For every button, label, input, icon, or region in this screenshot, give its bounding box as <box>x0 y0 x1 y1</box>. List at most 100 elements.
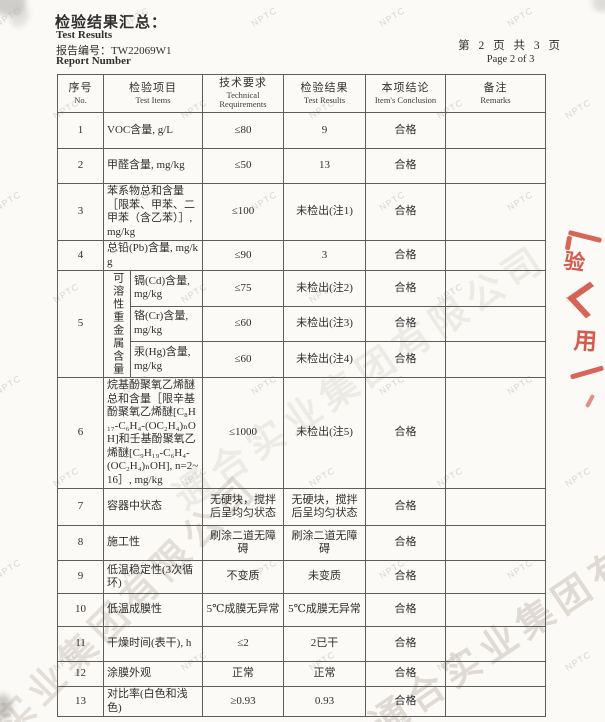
row-number: 13 <box>57 686 104 717</box>
item-conclusion: 合格 <box>365 240 446 271</box>
table-row: 11 干燥时间(表干), h ≤2 2已干 合格 <box>57 626 546 662</box>
seal-stroke <box>567 229 603 244</box>
header-remarks: 备注 Remarks <box>445 74 546 113</box>
remark <box>445 626 546 662</box>
table-row: 4 总铅(Pb)含量, mg/kg ≤90 3 合格 <box>57 240 546 271</box>
row-number: 12 <box>57 661 104 687</box>
test-result: 正常 <box>283 661 366 687</box>
table-row: 8 施工性 刷涂二道无障碍 刷涂二道无障碍 合格 <box>57 525 546 561</box>
watermark-nptc: NPTC <box>0 557 23 581</box>
remark <box>445 661 546 687</box>
technical-requirement: ≤100 <box>202 183 284 241</box>
watermark-nptc: NPTC <box>0 189 23 213</box>
header-test-results: 检验结果 Test Results <box>283 74 366 113</box>
test-result: 未检出(注2) <box>283 270 366 307</box>
header-no: 序号 No. <box>57 74 104 113</box>
technical-requirement: 无硬块，搅拌后呈均匀状态 <box>202 488 284 526</box>
technical-requirement: ≤80 <box>202 112 284 149</box>
header-technical-requirements: 技术要求 Technical Requirements <box>202 74 284 113</box>
test-result: 9 <box>283 112 366 149</box>
technical-requirement: ≤1000 <box>202 377 284 489</box>
watermark-nptc: NPTC <box>0 373 23 397</box>
test-item: 总铅(Pb)含量, mg/kg <box>103 240 203 271</box>
report-number-value: TW22069W1 <box>111 45 172 57</box>
report-number-label-zh: 报告编号： <box>56 45 111 57</box>
test-item: 苯系物总和含量［限苯、甲苯、二甲苯（含乙苯）］, mg/kg <box>103 183 203 241</box>
item-conclusion: 合格 <box>365 560 446 594</box>
seal-stroke <box>569 365 605 380</box>
seal-stroke <box>566 281 605 319</box>
table-row: 1 VOC含量, g/L ≤80 9 合格 <box>57 112 546 149</box>
seal-char-top: 验 <box>562 248 587 276</box>
remark <box>445 341 546 378</box>
item-conclusion: 合格 <box>365 270 446 307</box>
table-row: 5 可溶性重金属含量 镉(Cd)含量, mg/kg ≤75 未检出(注2) 合格 <box>57 270 546 378</box>
page-number: 第 2 页 共 3 页 Page 2 of 3 <box>458 40 563 66</box>
seal-char-bottom: 用 <box>572 328 598 355</box>
scan-smudge <box>0 0 26 16</box>
technical-requirement: ≤2 <box>202 626 284 662</box>
test-item: 涂膜外观 <box>103 661 203 687</box>
scan-smudge <box>592 0 605 12</box>
test-item: 低温成膜性 <box>103 593 203 627</box>
technical-requirement: 刷涂二道无障碍 <box>202 525 284 561</box>
watermark-nptc: NPTC <box>505 5 535 29</box>
report-number-line: 报告编号：TW22069W1 <box>56 42 171 58</box>
item-conclusion: 合格 <box>365 183 446 241</box>
remark <box>445 305 546 343</box>
row-number: 11 <box>57 626 104 662</box>
item-conclusion: 合格 <box>365 112 446 149</box>
table-row: 6 烷基酚聚氧乙烯醚总和含量［限辛基酚聚氧乙烯醚[C₈H₁₇-C₆H₄-(OC₂H… <box>57 377 546 489</box>
seal-stroke <box>584 393 596 409</box>
remark <box>445 148 546 184</box>
test-item: 干燥时间(表干), h <box>103 626 203 662</box>
row-number: 1 <box>57 112 104 149</box>
remark <box>445 686 546 717</box>
remark <box>445 270 546 307</box>
header-item-conclusion: 本项结论 Item's Conclusion <box>365 74 446 113</box>
technical-requirement: ≤90 <box>202 240 284 271</box>
test-item: 甲醛含量, mg/kg <box>103 148 203 184</box>
test-result: 0.93 <box>283 686 366 717</box>
item-conclusion: 合格 <box>365 686 446 717</box>
technical-requirement: ≤75 <box>202 270 284 307</box>
test-item: 镉(Cd)含量, mg/kg <box>130 270 203 307</box>
table-row: 7 容器中状态 无硬块，搅拌后呈均匀状态 无硬块，搅拌后呈均匀状态 合格 <box>57 488 546 526</box>
remark <box>445 593 546 627</box>
test-result: 未检出(注3) <box>283 305 366 343</box>
page-title-en: Test Results <box>56 29 113 41</box>
item-conclusion: 合格 <box>365 593 446 627</box>
test-item: 汞(Hg)含量, mg/kg <box>130 341 203 378</box>
test-item: 对比率(白色和浅色) <box>103 686 203 717</box>
table-row: 汞(Hg)含量, mg/kg ≤60 未检出(注4) 合格 <box>58 341 546 378</box>
watermark-nptc: NPTC <box>563 97 593 121</box>
test-item: VOC含量, g/L <box>103 112 203 149</box>
row-number: 3 <box>57 183 104 241</box>
table-row: 2 甲醛含量, mg/kg ≤50 13 合格 <box>57 148 546 184</box>
table-row: 铬(Cr)含量, mg/kg ≤60 未检出(注3) 合格 <box>58 305 546 343</box>
table-row: 13 对比率(白色和浅色) ≥0.93 0.93 合格 <box>57 686 546 717</box>
remark <box>445 112 546 149</box>
page-number-en: Page 2 of 3 <box>486 54 535 65</box>
item-conclusion: 合格 <box>365 525 446 561</box>
test-result: 13 <box>283 148 366 184</box>
technical-requirement: ≤50 <box>202 148 284 184</box>
table-row: 10 低温成膜性 5℃成膜无异常 5℃成膜无异常 合格 <box>57 593 546 627</box>
test-item: 低温稳定性(3次循环) <box>103 560 203 594</box>
test-item: 铬(Cr)含量, mg/kg <box>130 305 203 343</box>
remark <box>445 560 546 594</box>
watermark-nptc: NPTC <box>249 5 279 29</box>
table-row: 3 苯系物总和含量［限苯、甲苯、二甲苯（含乙苯）］, mg/kg ≤100 未检出(注… <box>57 183 546 241</box>
item-conclusion: 合格 <box>365 377 446 489</box>
red-seal-fragment: 验 用 <box>558 224 605 424</box>
technical-requirement: ≤60 <box>202 305 284 343</box>
seal-stroke <box>564 235 573 251</box>
table-header-row: 序号 No. 检验项目 Test Items 技术要求 Technical Requi… <box>57 74 546 113</box>
technical-requirement: ≤60 <box>202 341 284 378</box>
watermark-nptc: NPTC <box>563 649 593 673</box>
remark <box>445 240 546 271</box>
page-title: 检验结果汇总： <box>55 15 168 31</box>
test-item: 容器中状态 <box>103 488 203 526</box>
row-number: 5 <box>57 270 104 378</box>
row-number: 9 <box>57 560 104 594</box>
